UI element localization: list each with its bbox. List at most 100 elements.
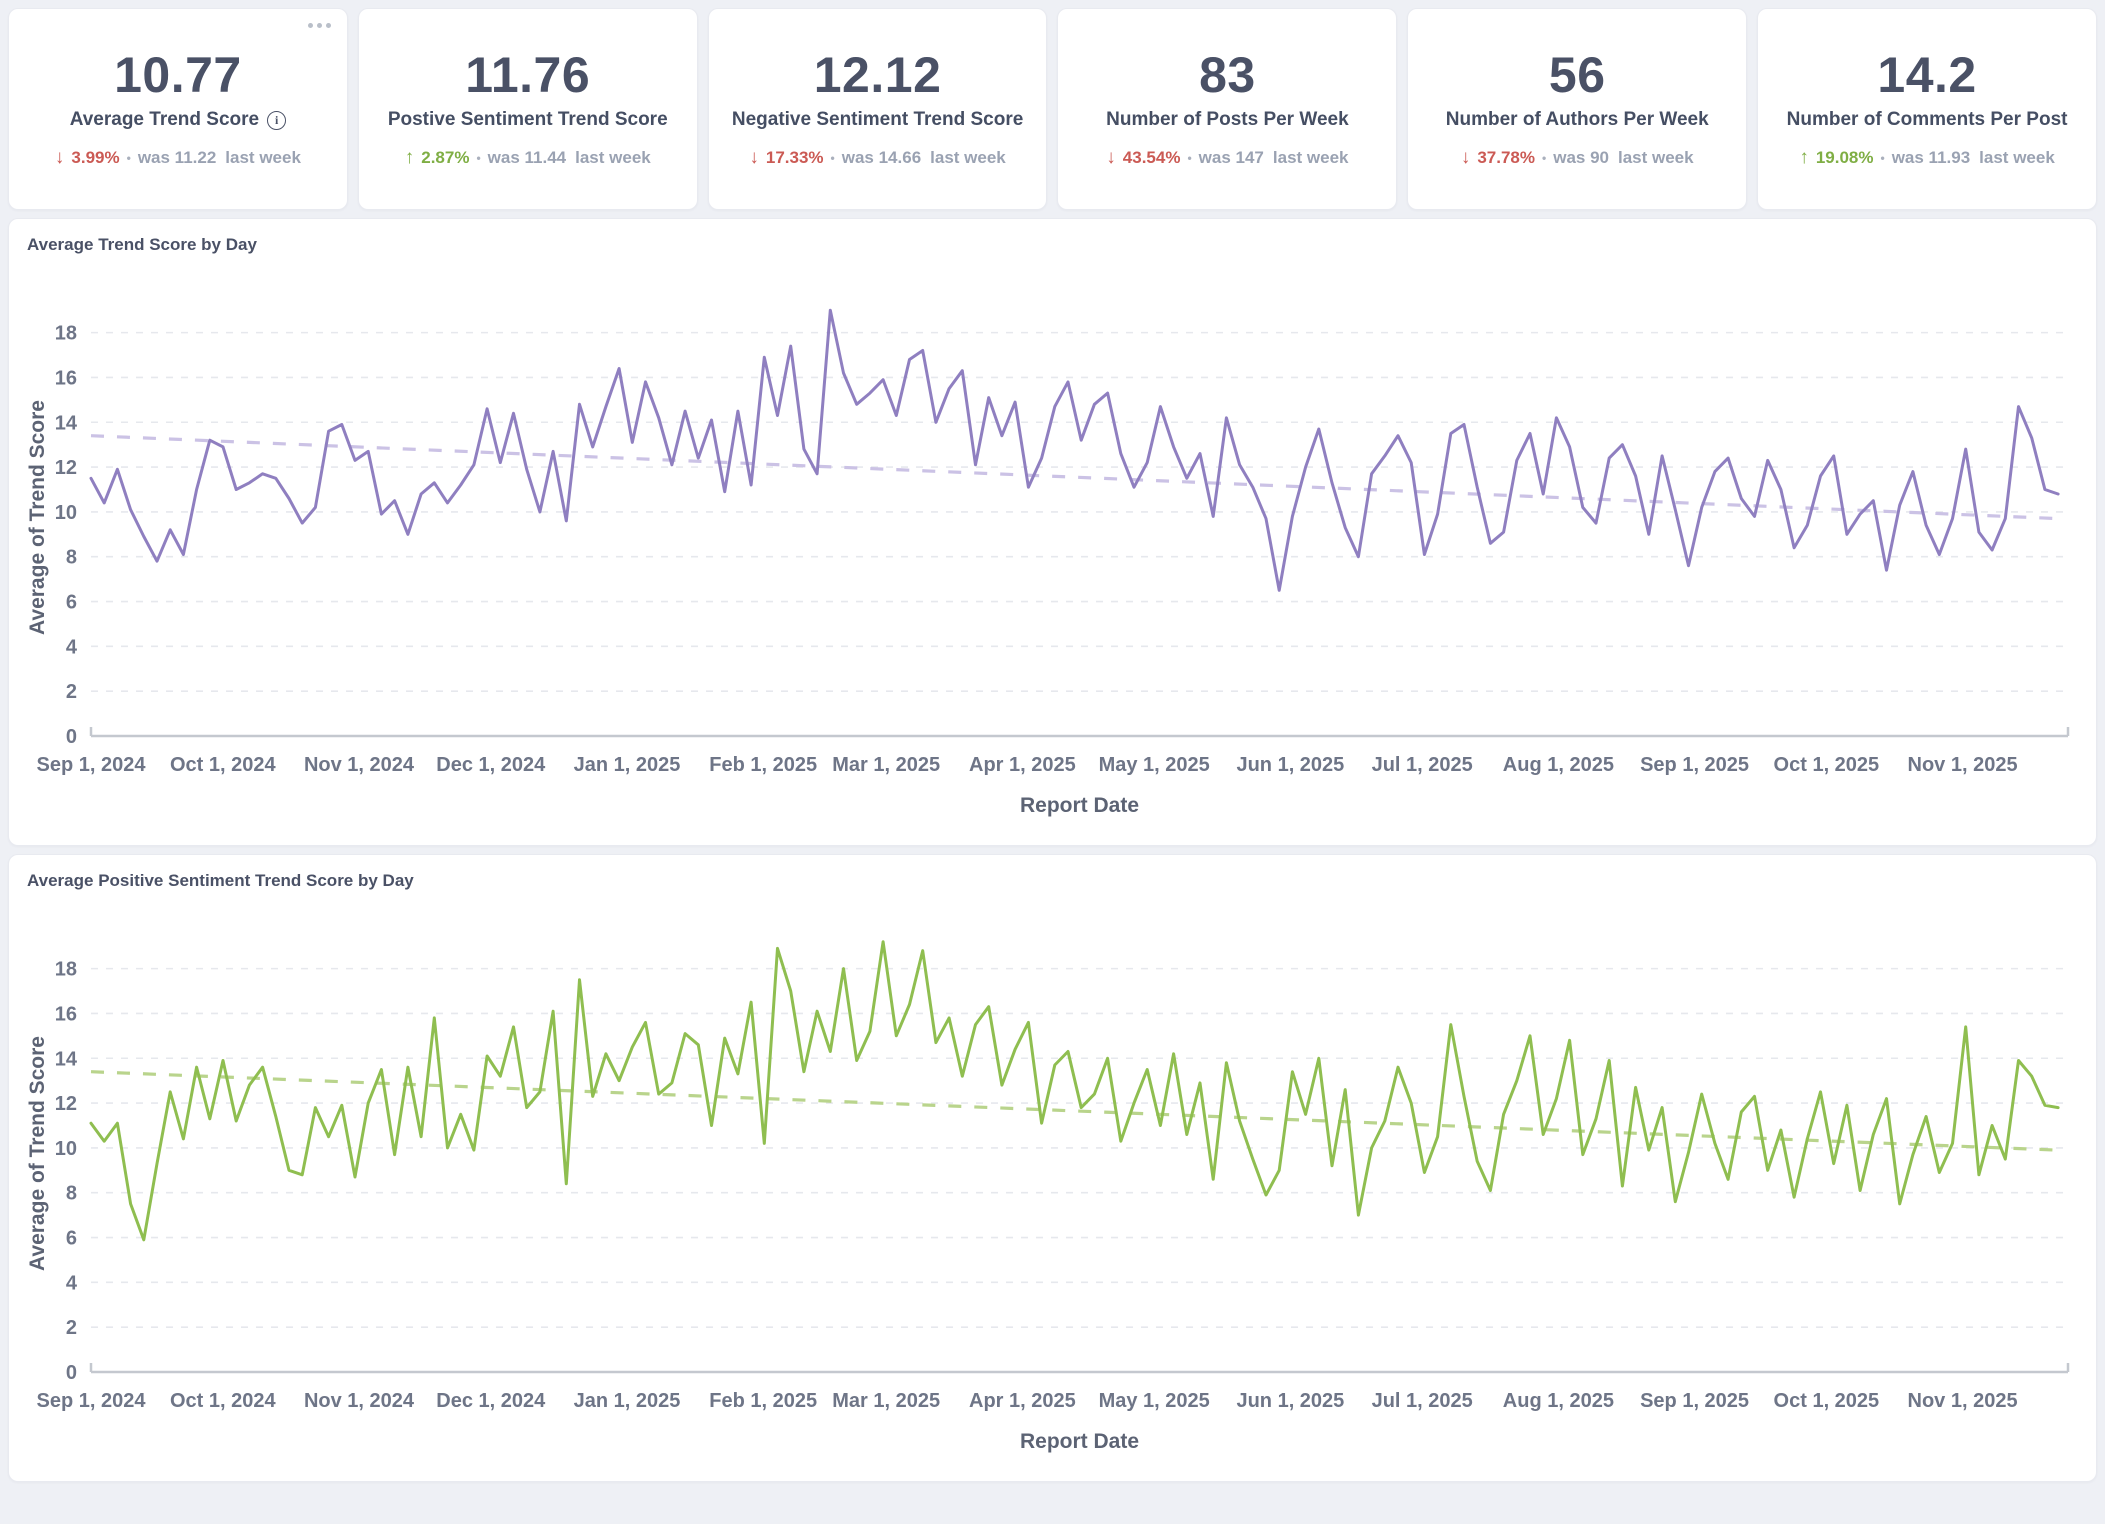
kpi-period: last week: [225, 148, 301, 168]
svg-text:Sep 1, 2024: Sep 1, 2024: [37, 754, 147, 776]
svg-text:May 1, 2025: May 1, 2025: [1099, 1390, 1210, 1412]
svg-text:Average of Trend Score: Average of Trend Score: [27, 1036, 49, 1271]
kpi-card-posts-per-week: 83 Number of Posts Per Week ↓ 43.54% • w…: [1057, 8, 1398, 210]
svg-text:0: 0: [66, 1362, 77, 1384]
trend-arrow-icon: ↑: [404, 147, 415, 169]
info-icon[interactable]: i: [267, 110, 287, 130]
svg-text:Oct 1, 2025: Oct 1, 2025: [1774, 1390, 1880, 1412]
svg-text:14: 14: [55, 412, 78, 434]
svg-text:Average of Trend Score: Average of Trend Score: [27, 400, 49, 635]
svg-text:Jan 1, 2025: Jan 1, 2025: [574, 1390, 681, 1412]
kpi-label: Postive Sentiment Trend Score: [388, 107, 668, 133]
kpi-label: Average Trend Score i: [69, 107, 287, 133]
svg-text:8: 8: [66, 547, 77, 569]
kpi-label-text: Number of Authors Per Week: [1445, 109, 1709, 131]
kpi-label-text: Average Trend Score: [69, 109, 260, 131]
svg-text:Sep 1, 2025: Sep 1, 2025: [1640, 1390, 1749, 1412]
svg-text:Report Date: Report Date: [1020, 1430, 1139, 1453]
svg-text:Jan 1, 2025: Jan 1, 2025: [574, 754, 681, 776]
kpi-card-comments-per-post: 14.2 Number of Comments Per Post ↑ 19.08…: [1757, 8, 2097, 210]
kpi-previous-value: was 90: [1553, 148, 1609, 168]
svg-text:Feb 1, 2025: Feb 1, 2025: [709, 754, 817, 776]
separator-dot: •: [1880, 151, 1885, 166]
svg-text:12: 12: [55, 457, 77, 479]
svg-text:Jul 1, 2025: Jul 1, 2025: [1372, 754, 1473, 776]
svg-text:Mar 1, 2025: Mar 1, 2025: [832, 1390, 940, 1412]
kpi-label: Number of Authors Per Week: [1446, 107, 1709, 133]
separator-dot: •: [476, 151, 481, 166]
kpi-label-text: Negative Sentiment Trend Score: [731, 109, 1024, 131]
kpi-period: last week: [1617, 148, 1694, 168]
trend-arrow-icon: ↓: [1460, 147, 1471, 169]
trend-arrow-icon: ↓: [749, 147, 759, 169]
svg-text:0: 0: [66, 726, 77, 748]
chart-card-positive-sentiment-trend: Average Positive Sentiment Trend Score b…: [8, 854, 2097, 1482]
positive-sentiment-trend-chart[interactable]: 0 2 4 6 8 10 12 14 16 18 Sep 1, 2024 Oct 1, 2024 Nov…: [27, 909, 2080, 1469]
trend-arrow-icon: ↑: [1799, 147, 1809, 169]
svg-text:2: 2: [66, 1317, 77, 1339]
kpi-delta: ↑ 19.08% • was 11.93 last week: [1799, 147, 2054, 169]
kpi-label: Number of Comments Per Post: [1787, 107, 2068, 133]
svg-text:Jul 1, 2025: Jul 1, 2025: [1372, 1390, 1473, 1412]
kpi-value: 14.2: [1877, 46, 1977, 103]
svg-text:Oct 1, 2024: Oct 1, 2024: [170, 1390, 277, 1412]
separator-dot: •: [1542, 151, 1547, 166]
kpi-delta: ↑ 2.87% • was 11.44 last week: [405, 147, 651, 169]
kpi-card-negative-sentiment: 12.12 Negative Sentiment Trend Score ↓ 1…: [707, 8, 1048, 210]
kpi-delta: ↓ 17.33% • was 14.66 last week: [749, 147, 1005, 169]
kpi-period: last week: [1979, 148, 2055, 168]
svg-text:16: 16: [55, 1003, 77, 1025]
kpi-delta: ↓ 3.99% • was 11.22 last week: [55, 147, 301, 169]
svg-text:16: 16: [55, 367, 77, 389]
svg-text:6: 6: [66, 1228, 77, 1250]
svg-text:May 1, 2025: May 1, 2025: [1099, 754, 1210, 776]
average-trend-score-chart[interactable]: 0 2 4 6 8 10 12 14 16 18 Sep 1, 2024 Oct 1, 2024 Nov…: [27, 273, 2080, 833]
kpi-value: 56: [1548, 46, 1606, 103]
svg-text:Report Date: Report Date: [1020, 794, 1139, 817]
trend-arrow-icon: ↓: [54, 147, 65, 169]
chart-title: Average Trend Score by Day: [27, 235, 257, 254]
kpi-period: last week: [575, 148, 651, 168]
svg-text:10: 10: [55, 1138, 77, 1160]
svg-text:Oct 1, 2025: Oct 1, 2025: [1774, 754, 1880, 776]
svg-text:Sep 1, 2024: Sep 1, 2024: [37, 1390, 147, 1412]
kpi-previous-value: was 11.22: [137, 148, 217, 168]
svg-text:Sep 1, 2025: Sep 1, 2025: [1640, 754, 1749, 776]
kpi-label-text: Postive Sentiment Trend Score: [387, 109, 668, 131]
kpi-card-authors-per-week: 56 Number of Authors Per Week ↓ 37.78% •…: [1407, 8, 1748, 210]
kpi-value: 10.77: [114, 46, 242, 103]
svg-text:Oct 1, 2024: Oct 1, 2024: [170, 754, 277, 776]
svg-text:4: 4: [66, 636, 78, 658]
kpi-card-average-trend-score: 10.77 Average Trend Score i ↓ 3.99% • wa…: [8, 8, 348, 210]
chart-card-average-trend-score: Average Trend Score by Day 0 2 4 6 8 10 12 14 16…: [8, 218, 2097, 846]
more-options-icon[interactable]: [307, 23, 331, 28]
svg-text:Nov 1, 2025: Nov 1, 2025: [1908, 754, 2018, 776]
svg-text:10: 10: [55, 502, 77, 524]
svg-text:Nov 1, 2025: Nov 1, 2025: [1908, 1390, 2018, 1412]
kpi-label: Negative Sentiment Trend Score: [732, 107, 1023, 133]
svg-text:2: 2: [66, 681, 77, 703]
svg-text:Apr 1, 2025: Apr 1, 2025: [969, 754, 1076, 776]
kpi-period: last week: [1272, 148, 1349, 168]
kpi-card-positive-sentiment: 11.76 Postive Sentiment Trend Score ↑ 2.…: [357, 8, 698, 210]
kpi-period: last week: [930, 148, 1006, 168]
svg-text:Nov 1, 2024: Nov 1, 2024: [304, 1390, 415, 1412]
kpi-change-percent: 37.78%: [1477, 148, 1536, 168]
svg-text:8: 8: [66, 1183, 77, 1205]
svg-text:12: 12: [55, 1093, 77, 1115]
svg-text:14: 14: [55, 1048, 78, 1070]
svg-text:Jun 1, 2025: Jun 1, 2025: [1236, 754, 1344, 776]
svg-text:18: 18: [55, 323, 77, 345]
kpi-change-percent: 2.87%: [421, 148, 470, 168]
svg-text:6: 6: [66, 592, 77, 614]
svg-text:Aug 1, 2025: Aug 1, 2025: [1503, 754, 1614, 776]
kpi-change-percent: 3.99%: [71, 148, 120, 168]
kpi-change-percent: 17.33%: [765, 148, 824, 168]
kpi-value: 83: [1199, 46, 1256, 103]
kpi-delta: ↓ 37.78% • was 90 last week: [1461, 147, 1694, 169]
svg-text:Dec 1, 2024: Dec 1, 2024: [436, 754, 546, 776]
kpi-previous-value: was 11.93: [1891, 148, 1971, 168]
kpi-value: 12.12: [813, 46, 942, 103]
kpi-label-text: Number of Comments Per Post: [1786, 109, 2068, 131]
kpi-previous-value: was 11.44: [487, 148, 567, 168]
